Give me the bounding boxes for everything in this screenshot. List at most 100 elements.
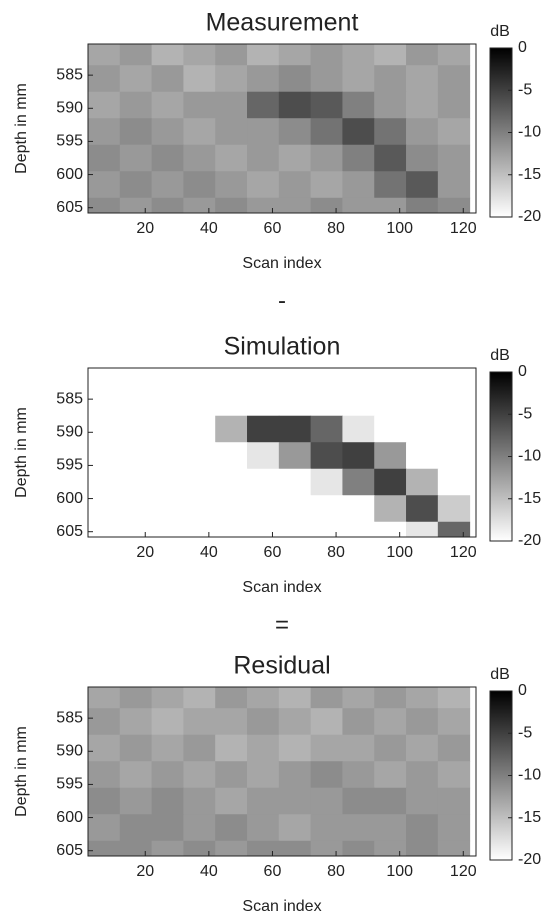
cell xyxy=(215,197,248,213)
colorbar-label: dB xyxy=(490,23,510,40)
x-axis-label: Scan index xyxy=(242,898,321,912)
cell xyxy=(119,521,153,537)
cell xyxy=(342,44,375,66)
cell xyxy=(310,65,343,93)
y-tick-label: 585 xyxy=(56,709,83,726)
cell xyxy=(310,840,343,856)
cell xyxy=(342,118,375,146)
cell xyxy=(88,65,121,93)
cell xyxy=(119,44,153,66)
cell xyxy=(278,118,312,146)
cell xyxy=(119,840,153,856)
cell xyxy=(310,814,343,842)
cell xyxy=(406,118,439,146)
y-tick-label: 595 xyxy=(56,457,83,474)
cell xyxy=(247,44,280,66)
cell xyxy=(406,389,439,417)
cell xyxy=(278,44,312,66)
cell xyxy=(183,814,216,842)
cell xyxy=(437,415,471,443)
cell xyxy=(183,118,216,146)
cell xyxy=(247,814,280,842)
y-axis-label: Depth in mm xyxy=(13,726,30,817)
cell xyxy=(342,521,375,537)
cell xyxy=(437,734,471,762)
cell xyxy=(374,442,407,470)
cell xyxy=(406,734,439,762)
cell xyxy=(310,687,343,709)
x-tick-label: 20 xyxy=(136,544,154,561)
cell xyxy=(215,44,248,66)
cell xyxy=(247,761,280,789)
cell xyxy=(151,708,184,736)
cell xyxy=(437,468,471,496)
cell xyxy=(278,468,312,496)
cell xyxy=(151,91,184,119)
cell xyxy=(183,197,216,213)
cell xyxy=(151,197,184,213)
cell xyxy=(88,368,121,390)
y-tick-label: 585 xyxy=(56,66,83,83)
y-tick-label: 605 xyxy=(56,842,83,859)
cell xyxy=(406,442,439,470)
cell xyxy=(437,787,471,815)
cell xyxy=(437,368,471,390)
cell xyxy=(88,495,121,523)
cell xyxy=(342,761,375,789)
cell xyxy=(183,44,216,66)
cell xyxy=(406,65,439,93)
cell xyxy=(342,814,375,842)
cell xyxy=(406,708,439,736)
cell xyxy=(310,389,343,417)
cell xyxy=(278,368,312,390)
cell xyxy=(278,687,312,709)
plot-frame xyxy=(87,367,477,538)
cell xyxy=(151,171,184,199)
cell xyxy=(437,389,471,417)
cell xyxy=(247,708,280,736)
cell xyxy=(247,171,280,199)
cell xyxy=(437,708,471,736)
cell xyxy=(215,687,248,709)
cell xyxy=(151,787,184,815)
cell xyxy=(374,144,407,172)
y-tick-label: 590 xyxy=(56,424,83,441)
cell xyxy=(310,118,343,146)
cell xyxy=(406,495,439,523)
cell xyxy=(119,389,153,417)
cell xyxy=(310,415,343,443)
cell xyxy=(151,734,184,762)
cell xyxy=(278,91,312,119)
cell xyxy=(88,144,121,172)
cell xyxy=(151,495,184,523)
heatmap-cells xyxy=(88,368,471,537)
cell xyxy=(406,814,439,842)
cell xyxy=(183,787,216,815)
colorbar-tick-label: -5 xyxy=(518,724,532,741)
cell xyxy=(151,415,184,443)
cell xyxy=(437,144,471,172)
cell xyxy=(342,468,375,496)
x-tick-label: 80 xyxy=(327,220,345,237)
x-tick-label: 120 xyxy=(450,220,477,237)
y-tick-label: 590 xyxy=(56,100,83,117)
cell xyxy=(151,442,184,470)
heatmap-cells xyxy=(88,687,471,856)
cell xyxy=(119,118,153,146)
cell xyxy=(88,44,121,66)
colorbar-tick-label: -10 xyxy=(518,448,541,465)
cell xyxy=(119,708,153,736)
cell xyxy=(183,468,216,496)
cell xyxy=(406,144,439,172)
cell xyxy=(278,734,312,762)
cell xyxy=(183,415,216,443)
cell xyxy=(374,44,407,66)
cell xyxy=(88,197,121,213)
cell xyxy=(215,708,248,736)
colorbar-tick-label: 0 xyxy=(518,39,527,56)
cell xyxy=(437,814,471,842)
cell xyxy=(119,787,153,815)
cell xyxy=(310,761,343,789)
colorbar-tick-label: -10 xyxy=(518,124,541,141)
x-tick-label: 60 xyxy=(264,220,282,237)
